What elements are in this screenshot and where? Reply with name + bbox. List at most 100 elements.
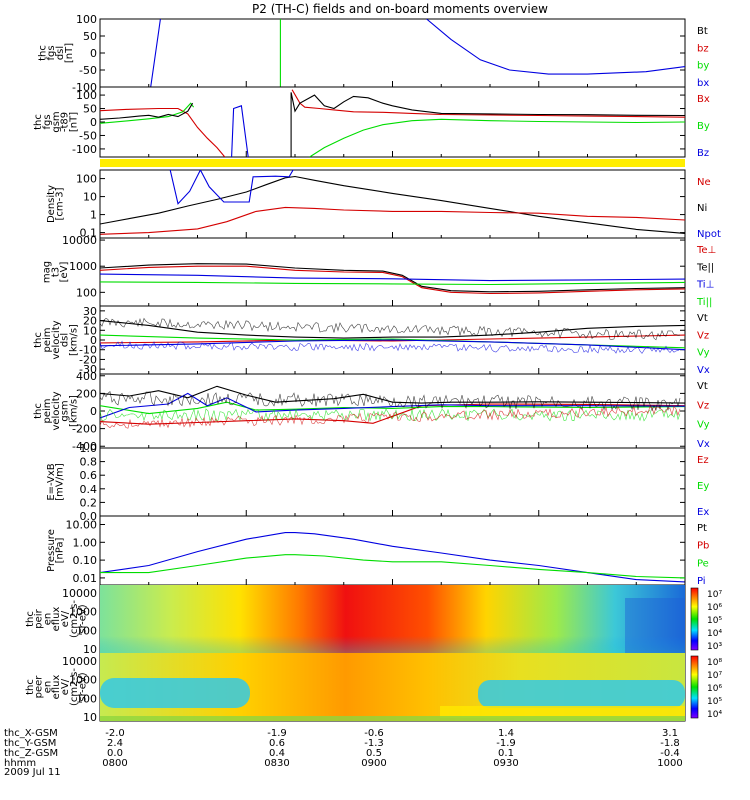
series-Vt: [100, 385, 685, 404]
y-label-line: eflux: [51, 675, 62, 700]
legend-Te⊥: Te⊥: [696, 245, 716, 256]
y-label-line: mag: [42, 261, 53, 283]
y-label-line: en: [42, 613, 53, 626]
panel-pressure: 10.00 1.00 0.10 0.01 Pressure[nPa] Pt Pb Pe Pi: [46, 515, 709, 587]
series-Ti||: [100, 281, 685, 286]
legend-Ti⊥: Ti⊥: [696, 280, 714, 291]
x-axis-value: 3.1: [662, 728, 678, 739]
series-Ni: [100, 175, 685, 234]
y-label-line: peim: [42, 327, 53, 352]
y-label-line: sr-eV): [78, 604, 89, 633]
y-tick-label: 0: [90, 405, 97, 418]
y-label-line: peir: [34, 608, 45, 628]
y-label-line: fgs: [42, 114, 53, 129]
y-tick-label: -50: [79, 129, 97, 142]
series-Bt: [100, 102, 194, 120]
x-axis-value: -1.8: [660, 738, 680, 749]
series-Vz: [100, 334, 685, 344]
panel-frame-temperature: [99, 237, 686, 307]
y-axis-label-density: Density[cm-3]: [46, 185, 66, 223]
x-axis-row-label: thc_Y-GSM: [4, 738, 56, 749]
y-tick-label: 1.0: [80, 442, 98, 455]
legend-Bt: Bt: [697, 26, 708, 37]
x-axis-value: 2.4: [107, 738, 123, 749]
y-tick-label: 0.0: [80, 510, 98, 523]
colorbar-electron: [690, 655, 699, 719]
y-tick-label: 1000: [69, 606, 97, 619]
y-tick-label: 0: [90, 116, 97, 129]
y-tick-label: 0.8: [80, 456, 98, 469]
date-label: 2009 Jul 11: [4, 767, 61, 778]
y-tick-label: 0.4: [80, 483, 98, 496]
electron-spectrogram: [100, 653, 685, 721]
ion-spectrogram-speckle: [625, 598, 685, 653]
y-tick-label: 10: [83, 643, 97, 656]
y-label-line: E=-VxB: [46, 463, 57, 500]
series-noise: [99, 317, 681, 341]
legend-Vy: Vy: [697, 420, 710, 431]
y-axis-label-efield: E=-VxB[mV/m]: [46, 463, 66, 501]
legend-Vx: Vx: [697, 439, 710, 450]
series-Ne: [100, 206, 685, 235]
x-axis-value: 1000: [657, 758, 682, 769]
y-tick-label: 0.01: [73, 572, 98, 585]
ion-cbar-tick-4: 10⁴: [707, 629, 722, 639]
panel-density: 100 10 1 0.1 Density[cm-3] Ne Ni Npot: [46, 169, 721, 240]
series-bx: [426, 19, 685, 75]
y-label-line: velocity: [51, 391, 62, 430]
y-label-line: -t89: [60, 112, 71, 132]
panel-frame-efield: [99, 447, 686, 517]
y-tick-label: 1: [90, 209, 97, 222]
y-label-line: thc: [33, 332, 44, 348]
x-axis-value: -0.4: [660, 748, 680, 759]
panel-frame-velocity_gsm: [99, 373, 686, 449]
legend-Ni: Ni: [697, 203, 707, 214]
y-tick-label: -50: [79, 64, 97, 77]
y-label-line: peim: [42, 398, 53, 423]
series-Te||: [100, 263, 685, 293]
y-tick-label: 100: [76, 692, 97, 705]
y-tick-label: 10: [83, 711, 97, 724]
legend-Pe: Pe: [697, 558, 709, 569]
y-label-line: dsl: [60, 333, 71, 347]
panel-frame-density: [99, 169, 686, 239]
y-label-line: t3: [50, 267, 61, 277]
y-label-line: thc: [37, 45, 48, 61]
x-axis-value: 0.4: [269, 748, 285, 759]
legend-Bz: Bz: [697, 148, 709, 159]
series-noise: [99, 390, 681, 412]
y-tick-label: 10.00: [66, 518, 98, 531]
legend-Npot: Npot: [697, 229, 721, 240]
legend-Vt: Vt: [697, 313, 708, 324]
series-By: [100, 102, 195, 124]
y-tick-label: 0.6: [80, 469, 98, 482]
panel-efield: 1.00.80.60.40.20.0 E=-VxB[mV/m] Ez Ey Ex: [46, 442, 710, 523]
y-tick-label: 0: [90, 47, 97, 60]
y-tick-label: -10: [79, 344, 97, 357]
x-axis-value: 0.6: [269, 738, 285, 749]
series-Vy: [100, 401, 685, 415]
y-label-line: [mV/m]: [55, 463, 66, 501]
series-noise: [99, 340, 681, 354]
y-axis-label-pressure: Pressure[nPa]: [46, 529, 66, 572]
y-label-line: eflux: [51, 607, 62, 632]
y-label-line: [nPa]: [55, 537, 66, 563]
x-axis-value: -2.0: [105, 728, 125, 739]
y-tick-label: 1000: [69, 260, 97, 273]
series-Bx: [100, 107, 226, 157]
series-Te⊥: [100, 265, 685, 295]
ele-cbar-tick-3: 10⁶: [707, 684, 722, 694]
y-label-line: Pressure: [46, 529, 57, 572]
legend-Pt: Pt: [697, 523, 707, 534]
series-noise: [99, 408, 681, 422]
y-tick-label: 10000: [62, 655, 97, 668]
legend-Pi: Pi: [697, 576, 706, 587]
y-label-line: [nT]: [64, 43, 75, 63]
y-tick-label: 1.00: [73, 536, 98, 549]
y-tick-label: 0.2: [80, 496, 98, 509]
x-axis-value: 0900: [361, 758, 386, 769]
